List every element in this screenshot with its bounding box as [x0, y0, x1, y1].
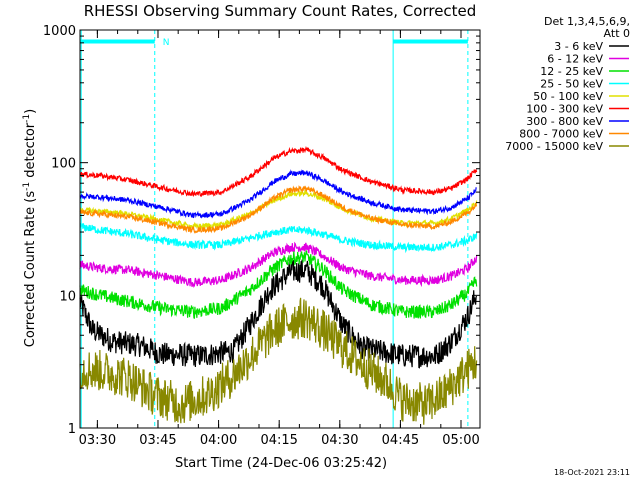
series-line-8: [79, 297, 478, 425]
legend-label: 800 - 7000 keV: [519, 128, 603, 141]
plot-area: N: [79, 29, 481, 429]
x-tick-label: 03:30: [79, 433, 116, 448]
x-tick-label: 04:30: [321, 433, 358, 448]
series-line-1: [79, 241, 478, 289]
legend-label: 7000 - 15000 keV: [505, 140, 603, 153]
y-axis: 1 10 100 1000: [43, 24, 480, 437]
series-line-0: [79, 259, 478, 369]
legend-label: 100 - 300 keV: [526, 103, 603, 116]
x-tick-label: 03:45: [139, 433, 176, 448]
legend-label: 50 - 100 keV: [533, 90, 603, 103]
legend-label: 25 - 50 keV: [540, 78, 603, 91]
x-axis: 03:30 03:45 04:00 04:15 04:30 04:45 05:00: [79, 30, 480, 448]
legend-label: 6 - 12 keV: [547, 53, 603, 66]
chart-title: RHESSI Observing Summary Count Rates, Co…: [84, 2, 477, 20]
x-tick-label: 04:45: [382, 433, 419, 448]
night-bar: [80, 39, 155, 44]
night-bar-label: N: [163, 38, 170, 48]
night-bar: [393, 39, 468, 44]
series-line-7: [79, 185, 478, 234]
x-tick-label: 04:00: [200, 433, 237, 448]
y-tick-label: 1000: [43, 24, 76, 39]
legend-header-line-2: Att 0: [604, 27, 630, 40]
y-tick-label: 1: [68, 422, 76, 437]
legend-label: 3 - 6 keV: [554, 40, 603, 53]
legend-header-line-1: Det 1,3,4,5,6,9,: [544, 15, 630, 28]
series-line-6: [79, 169, 477, 219]
series-line-2: [79, 250, 478, 320]
x-tick-label: 04:15: [260, 433, 297, 448]
series-line-3: [79, 222, 478, 254]
y-axis-label: Corrected Count Rate (s-1 detector-1): [22, 109, 38, 347]
legend-label: 300 - 800 keV: [526, 115, 603, 128]
x-tick-label: 05:00: [442, 433, 479, 448]
legend-label: 12 - 25 keV: [540, 65, 603, 78]
plot-frame: [79, 29, 481, 429]
footer-timestamp: 18-Oct-2021 23:11: [554, 468, 630, 477]
x-axis-label: Start Time (24-Dec-06 03:25:42): [175, 456, 387, 471]
y-tick-label: 100: [51, 157, 76, 172]
y-tick-label: 10: [59, 289, 76, 304]
series-line-5: [79, 145, 478, 198]
